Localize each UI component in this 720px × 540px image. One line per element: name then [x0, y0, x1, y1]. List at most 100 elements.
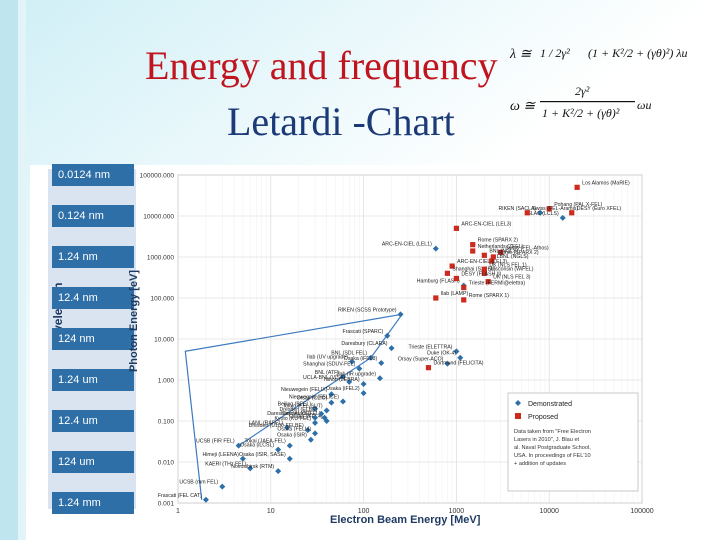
wavelength-label: 124 um: [52, 451, 134, 473]
point-label: Nieuwegein (FELIX): [281, 387, 328, 393]
proposed-point: [433, 295, 439, 301]
point-label: Duke (OK-4): [427, 351, 456, 357]
demonstrated-point: [384, 332, 391, 339]
demonstrated-point: [307, 436, 314, 443]
lambda-term: (1 + K²/2 + (γθ)²) λu: [588, 46, 688, 60]
legend-proposed-label: Proposed: [528, 414, 558, 421]
point-label: UK (NLS FEL 3): [493, 275, 531, 281]
demonstrated-point: [356, 365, 363, 372]
demonstrated-point: [453, 348, 460, 355]
proposed-point: [489, 258, 495, 264]
point-label: Tokai (JAEA-FEL): [245, 439, 286, 445]
x-axis-label: Electron Beam Energy [MeV]: [330, 514, 481, 526]
omega-denominator: 1 + K²/2 + (γθ)²: [542, 106, 620, 120]
point-label: Ilab (LAMP): [441, 291, 469, 297]
wavelength-label: 1.24 um: [52, 369, 134, 391]
point-label: Osaka (iSIR): [277, 433, 307, 439]
demonstrated-point: [202, 496, 209, 503]
proposed-point: [569, 210, 575, 216]
slide-title-line1: Energy and frequency: [145, 43, 498, 88]
demonstrated-point: [378, 359, 385, 366]
y-tick-label: 100000.000: [140, 173, 175, 180]
point-label: Wisconsin (WiFEL): [489, 266, 533, 272]
demonstrated-point: [432, 245, 439, 252]
wavelength-label: 0.0124 nm: [52, 164, 134, 186]
point-label: Dresden (U100-FELBE): [249, 423, 304, 429]
demonstrated-point: [312, 430, 319, 437]
demonstrated-point: [304, 427, 311, 434]
demonstrated-point: [323, 418, 330, 424]
y-tick-label: 1.000: [158, 378, 175, 385]
proposed-point: [546, 206, 552, 212]
point-label: Rome (SPARX 2): [498, 250, 539, 256]
demonstrated-point: [312, 414, 319, 421]
x-tick-label: 1000: [449, 508, 465, 515]
demonstrated-point: [457, 354, 464, 361]
point-label: Swiss (FEL-Athos): [506, 245, 549, 251]
point-label: Darmstadt (FEL): [282, 411, 321, 417]
legend-box: [507, 392, 639, 492]
point-label: Osaka (ISIR, SASE): [239, 452, 286, 458]
point-label: Frascati (FEL CAT): [158, 493, 202, 499]
demonstrated-point: [284, 424, 291, 431]
point-label: Dresden (ELBE): [280, 407, 318, 413]
demonstrated-point: [376, 375, 383, 382]
slide-title-line2: Letardi -Chart: [227, 99, 455, 144]
point-label: BNL (SDL FEL): [331, 351, 367, 357]
demonstrated-point: [444, 360, 451, 367]
proposed-point: [490, 254, 496, 260]
point-label: DESY (Euro XFEL): [577, 206, 622, 212]
demonstrated-point: [537, 209, 544, 216]
wavelength-label: 124 nm: [52, 328, 134, 350]
x-tick-label: 1: [176, 508, 180, 515]
demonstrated-point: [219, 483, 226, 490]
point-label: Los Alamos (MaRIE): [582, 180, 630, 186]
point-label: Shanghai (SXFEL): [452, 266, 496, 272]
legend-note: al. Naval Postgraduate School,: [514, 445, 591, 451]
omega-lhs: ω ≅: [510, 99, 536, 114]
demonstrated-point: [247, 465, 254, 472]
proposed-point: [425, 365, 432, 371]
point-label: Rome (SPARX 2): [478, 238, 519, 244]
proposed-point: [453, 225, 459, 231]
point-label: ARC-EN-CIEL (LEL3): [461, 221, 511, 227]
proposed-point: [461, 284, 467, 291]
demonstrated-point: [286, 455, 293, 462]
omega-rhs: ωu: [637, 98, 652, 112]
y-tick-label: 1000.000: [147, 255, 174, 262]
point-label: DESY (FLASH II): [461, 271, 501, 277]
omega-numerator: 2γ²: [575, 84, 590, 98]
lambda-fraction: 1 / 2γ²: [540, 46, 570, 60]
point-label: KAERI (THz FEL): [205, 461, 246, 467]
point-label: Rome (SPARX 1): [469, 293, 510, 299]
proposed-point: [481, 266, 487, 272]
omega-fraction-bar: [540, 101, 635, 103]
demonstrated-point: [328, 399, 335, 406]
y-tick-label: 10000.000: [143, 214, 174, 221]
scatter-plot: 1 10 100 1000 10000 100000 100000.000 10000.000…: [140, 173, 654, 516]
demonstrated-point: [340, 398, 347, 405]
point-label: Osaka (iFEL4): [289, 414, 323, 420]
point-label: Osaka (iLCSL): [240, 443, 274, 449]
legend-note: USA. In proceedings of FEL'10: [514, 453, 591, 459]
point-label: LANL (RAFEL): [249, 420, 284, 426]
point-label: BNL (NGLS): [489, 248, 518, 254]
wavelength-label: 12.4 nm: [52, 287, 134, 309]
proposed-point: [481, 270, 487, 276]
demonstrated-point: [559, 214, 566, 221]
point-label: LBNL (NGLS): [497, 254, 529, 260]
point-label: Tokyo (FEL-SUT): [283, 404, 323, 410]
y-tick-label: 0.100: [158, 419, 175, 426]
point-label: UCLA-BNL (VISA): [303, 375, 345, 381]
point-label: UCSB (mm FEL): [179, 480, 218, 486]
demonstrated-point: [275, 446, 282, 453]
point-label: UCSB (FIR FEL): [196, 439, 235, 445]
point-label: Osaka (iFEL2): [326, 386, 360, 392]
proposed-point: [470, 248, 476, 254]
point-label: Ilab (UV upgrade): [307, 355, 348, 361]
point-label: Beijing (BFEL): [278, 402, 312, 408]
demonstrated-point: [323, 407, 330, 414]
demonstrated-point: [328, 391, 335, 398]
wavelength-label: 1.24 mm: [52, 492, 134, 514]
wavelength-label: 12.4 um: [52, 410, 134, 432]
